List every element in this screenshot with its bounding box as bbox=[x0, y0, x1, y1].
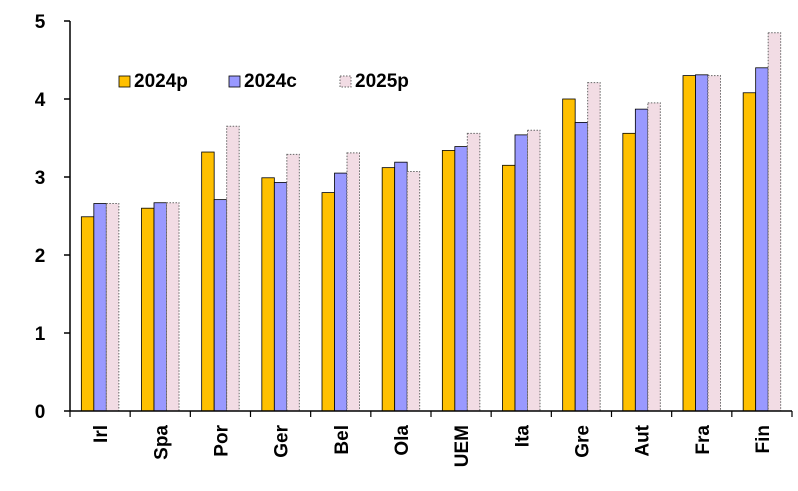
x-tick-label: Ger bbox=[272, 424, 293, 457]
x-tick-label: Fra bbox=[693, 425, 714, 455]
y-tick-label: 4 bbox=[35, 90, 46, 111]
x-tick-label: Por bbox=[211, 424, 232, 456]
bar-2025p-UEM bbox=[466, 132, 481, 412]
y-axis: 0 1 2 3 4 5 bbox=[35, 12, 71, 423]
bar-2024c-Spa bbox=[153, 202, 167, 412]
bar-2025p-Ita bbox=[527, 129, 541, 412]
bar-2024c-Ola bbox=[394, 161, 408, 412]
bar-2025p-Gre bbox=[587, 82, 601, 412]
bar-2024c-Ger bbox=[273, 182, 288, 412]
legend-swatch-2024c bbox=[228, 75, 241, 88]
bar-2024p-Ger bbox=[261, 177, 275, 412]
bar-2024c-Fin bbox=[755, 67, 769, 412]
bars bbox=[80, 32, 782, 412]
legend-label-2024p: 2024p bbox=[134, 71, 188, 92]
x-tick-label: Ola bbox=[392, 425, 413, 456]
y-tick-label: 5 bbox=[35, 12, 46, 33]
bar-2025p-Irl bbox=[105, 203, 120, 412]
bar-2024p-Spa bbox=[141, 207, 155, 412]
legend-label-2025p: 2025p bbox=[355, 71, 409, 92]
bar-2024c-Ita bbox=[514, 134, 528, 412]
bar-2024p-Fin bbox=[742, 92, 757, 412]
bar-2024p-Bel bbox=[321, 192, 335, 412]
x-tick-label: Fin bbox=[753, 425, 774, 454]
x-tick-label: Spa bbox=[151, 425, 172, 460]
bar-2024c-Irl bbox=[93, 203, 107, 412]
bar-2024p-Ola bbox=[381, 167, 396, 412]
x-tick-label: Bel bbox=[332, 425, 353, 455]
bar-2025p-Fin bbox=[767, 32, 782, 412]
legend-label-2024c: 2024c bbox=[244, 71, 297, 92]
x-tick-label: Aut bbox=[633, 424, 654, 456]
bar-2025p-Fra bbox=[707, 75, 721, 412]
legend-swatch-2024p bbox=[118, 75, 131, 88]
bar-2025p-Spa bbox=[166, 202, 180, 412]
bar-2024c-Aut bbox=[634, 108, 649, 412]
bar-2024p-UEM bbox=[441, 150, 456, 412]
x-tick-label: Ita bbox=[512, 425, 533, 448]
bar-2024p-Fra bbox=[682, 75, 696, 412]
x-tick-label: Gre bbox=[572, 425, 593, 458]
bar-2024c-Fra bbox=[695, 74, 709, 412]
bar-2025p-Aut bbox=[647, 102, 661, 412]
x-axis: Irl Spa Por Ger Bel Ola UEM Ita Gre Aut Fra Fin bbox=[69, 410, 793, 467]
y-tick-label: 1 bbox=[35, 324, 46, 345]
y-tick-label: 3 bbox=[35, 168, 46, 189]
bar-2025p-Bel bbox=[346, 152, 360, 412]
bar-2025p-Por bbox=[226, 125, 240, 412]
x-tick-label: Irl bbox=[91, 425, 112, 443]
bar-2024c-Gre bbox=[574, 122, 589, 412]
bar-2024c-Por bbox=[213, 199, 228, 412]
bar-2025p-Ger bbox=[286, 153, 300, 412]
bar-2025p-Ola bbox=[406, 171, 421, 412]
y-tick-label: 2 bbox=[35, 246, 46, 267]
bar-2024p-Aut bbox=[622, 132, 636, 412]
bar-2024p-Irl bbox=[80, 216, 95, 412]
y-tick-label: 0 bbox=[35, 402, 46, 423]
bar-2024p-Ita bbox=[502, 164, 516, 412]
bar-2024p-Gre bbox=[562, 98, 576, 412]
bar-2024c-Bel bbox=[334, 172, 348, 412]
bar-2024p-Por bbox=[201, 151, 215, 412]
legend-swatch-2025p bbox=[339, 75, 352, 88]
legend: 2024p 2024c 2025p bbox=[118, 71, 409, 92]
bar-2024c-UEM bbox=[454, 146, 468, 412]
x-tick-label: UEM bbox=[452, 425, 473, 467]
